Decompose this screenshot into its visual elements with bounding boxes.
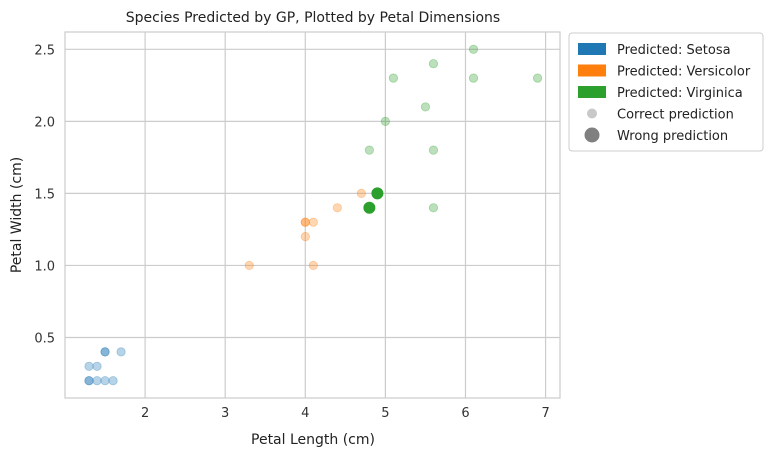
plot-area xyxy=(65,32,560,398)
point-correct xyxy=(420,102,431,112)
y-axis-label: Petal Width (cm) xyxy=(9,157,25,273)
point-correct xyxy=(428,145,439,155)
point-correct xyxy=(92,361,102,371)
x-tick-label: 4 xyxy=(301,406,309,421)
point-correct xyxy=(84,376,94,386)
point-correct xyxy=(100,376,110,386)
chart-title: Species Predicted by GP, Plotted by Peta… xyxy=(126,10,500,26)
point-correct xyxy=(116,347,126,357)
point-correct xyxy=(244,260,254,271)
x-tick-label: 5 xyxy=(381,406,389,421)
legend-marker xyxy=(584,127,600,143)
legend-box xyxy=(568,32,764,152)
point-correct xyxy=(84,361,94,371)
point-correct xyxy=(92,376,102,386)
point-correct xyxy=(100,347,110,357)
point-correct xyxy=(84,376,94,386)
point-correct xyxy=(532,73,543,83)
y-tick-label: 2.5 xyxy=(34,43,55,58)
y-tick-label: 1.5 xyxy=(34,187,55,202)
legend: Predicted: Setosa Predicted: Versicolor Pr… xyxy=(568,32,764,152)
x-tick-labels: 2 3 4 5 6 7 xyxy=(141,406,550,421)
grid-lines xyxy=(65,32,560,398)
data-points xyxy=(84,44,543,386)
x-tick-label: 2 xyxy=(141,406,149,421)
legend-label: Wrong prediction xyxy=(617,129,728,144)
legend-label: Correct prediction xyxy=(617,108,734,123)
point-wrong xyxy=(371,187,384,200)
legend-color-swatch xyxy=(578,86,606,98)
x-tick-label: 7 xyxy=(541,406,549,421)
point-correct xyxy=(356,188,366,198)
point-correct xyxy=(300,217,310,227)
point-correct xyxy=(100,347,110,357)
point-correct xyxy=(468,44,479,54)
plot-frame xyxy=(64,31,561,399)
legend-label: Predicted: Virginica xyxy=(617,86,743,101)
legend-marker xyxy=(587,108,597,119)
y-tick-label: 1.0 xyxy=(34,259,55,274)
y-tick-labels: 0.5 1.0 1.5 2.0 2.5 xyxy=(34,43,55,346)
point-correct xyxy=(388,73,398,83)
point-correct xyxy=(300,217,310,227)
point-wrong xyxy=(363,201,376,214)
point-correct xyxy=(428,203,439,213)
point-correct xyxy=(300,232,310,242)
y-tick-label: 2.0 xyxy=(34,115,55,130)
point-correct xyxy=(468,73,479,83)
y-tick-label: 0.5 xyxy=(34,331,55,346)
x-tick-label: 6 xyxy=(461,406,469,421)
legend-color-swatch xyxy=(578,64,606,77)
legend-color-swatch xyxy=(578,43,606,55)
point-correct xyxy=(308,260,318,271)
legend-label: Predicted: Setosa xyxy=(617,43,731,58)
x-tick-label: 3 xyxy=(221,406,229,421)
point-correct xyxy=(308,217,318,227)
point-correct xyxy=(108,376,118,386)
point-correct xyxy=(380,116,390,126)
legend-label: Predicted: Versicolor xyxy=(617,65,751,80)
point-correct xyxy=(364,145,374,155)
point-correct xyxy=(332,203,342,213)
x-axis-label: Petal Length (cm) xyxy=(251,432,375,448)
point-correct xyxy=(428,59,439,69)
